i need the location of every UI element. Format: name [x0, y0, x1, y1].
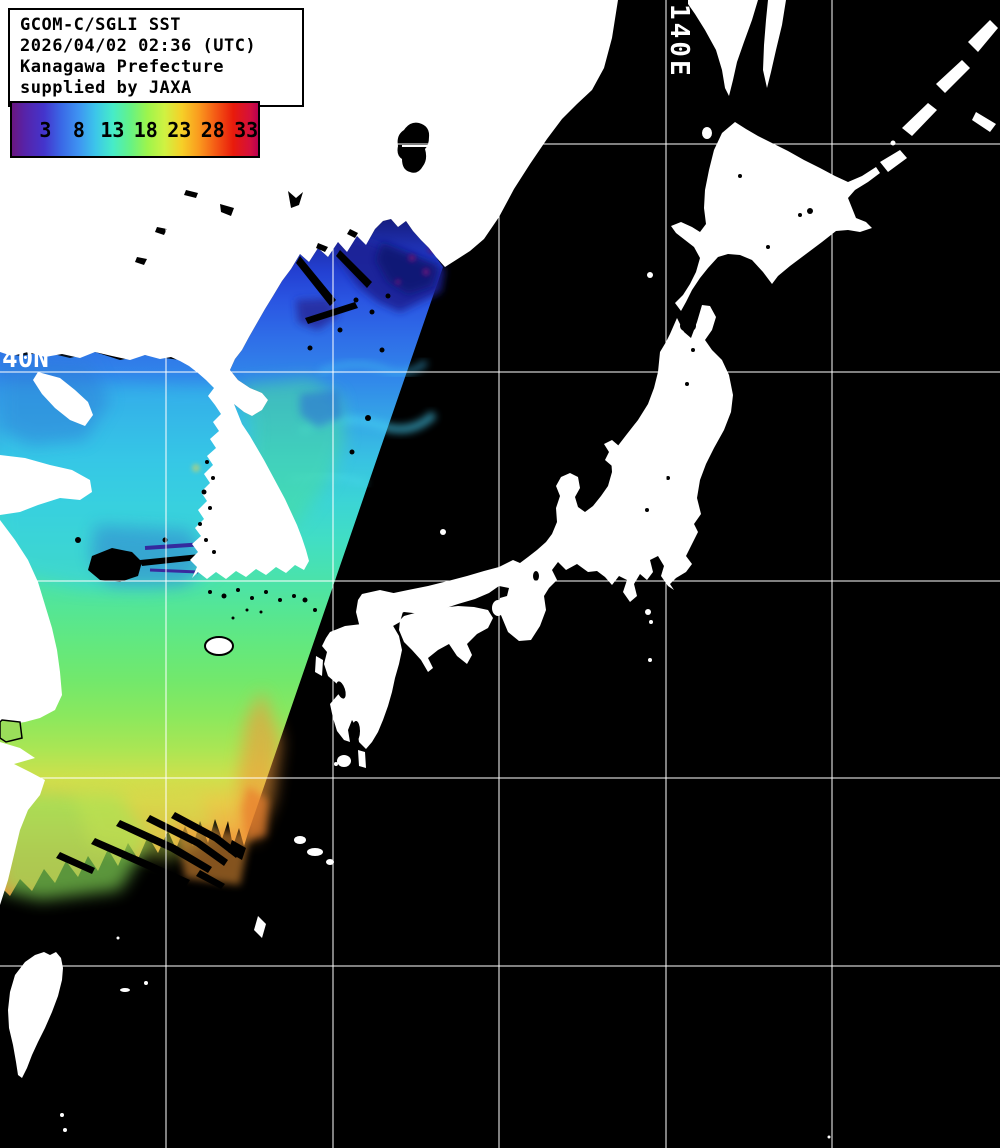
source-credit: supplied by JAXA	[20, 78, 192, 98]
colorbar-tick: 28	[200, 117, 225, 142]
cloud-streaks-south	[56, 812, 246, 889]
landmass-hokkaido	[671, 122, 880, 311]
landmass-kyushu	[322, 622, 402, 749]
landmass-taiwan-group	[8, 836, 831, 1139]
product-title: GCOM-C/SGLI SST	[20, 15, 182, 35]
landmass-china	[0, 372, 93, 905]
landmass-okushiri	[647, 272, 653, 278]
timestamp: 2026/04/02 02:36 (UTC)	[20, 36, 257, 56]
cloud-mark	[88, 548, 142, 582]
colorbar-tick: 18	[133, 117, 158, 142]
landmass-shikoku	[399, 606, 493, 672]
landmass-kurils	[880, 20, 998, 172]
landmass-zhejiang	[0, 742, 45, 905]
landmass-sakhalin	[688, 0, 758, 96]
landmass-taiwan	[8, 952, 63, 1078]
landmass-honshu	[363, 305, 733, 641]
kagoshima-bay	[352, 721, 360, 741]
landmass-sado	[604, 440, 620, 466]
colorbar-tick: 33	[234, 117, 259, 142]
landmass-jeju	[204, 636, 234, 656]
sst-colorbar: 3 8 13 18 23 28 33	[10, 101, 260, 158]
landmass-okinawa	[254, 916, 266, 938]
colorbar-tick: 13	[100, 117, 125, 142]
landmass-jiangsu	[0, 520, 62, 726]
meridian-label: 140E	[664, 4, 694, 79]
cloud-gaps	[135, 122, 430, 265]
landmass-shandong	[0, 455, 92, 515]
info-panel: GCOM-C/SGLI SST 2026/04/02 02:36 (UTC) K…	[8, 8, 304, 107]
lake-biwa	[533, 571, 539, 581]
lakes-and-bays	[336, 174, 813, 741]
region-name: Kanagawa Prefecture	[20, 57, 224, 77]
parallel-label: 40N	[2, 344, 49, 374]
landmass-japan	[315, 0, 998, 768]
colorbar-tick: 23	[167, 117, 192, 142]
colorbar-tick: 8	[72, 117, 85, 142]
landmass-rishiri	[702, 127, 712, 139]
landmass-liaodong	[33, 372, 93, 426]
ariake-sea	[336, 681, 346, 699]
landmass-amami	[294, 836, 306, 844]
coastal-islet-specks	[198, 460, 317, 620]
mutsu-bay	[680, 320, 696, 332]
colorbar-tick: 3	[39, 117, 52, 142]
landmass-oki	[440, 529, 446, 535]
landmass-goto	[315, 656, 323, 676]
lake-tai	[0, 719, 23, 743]
